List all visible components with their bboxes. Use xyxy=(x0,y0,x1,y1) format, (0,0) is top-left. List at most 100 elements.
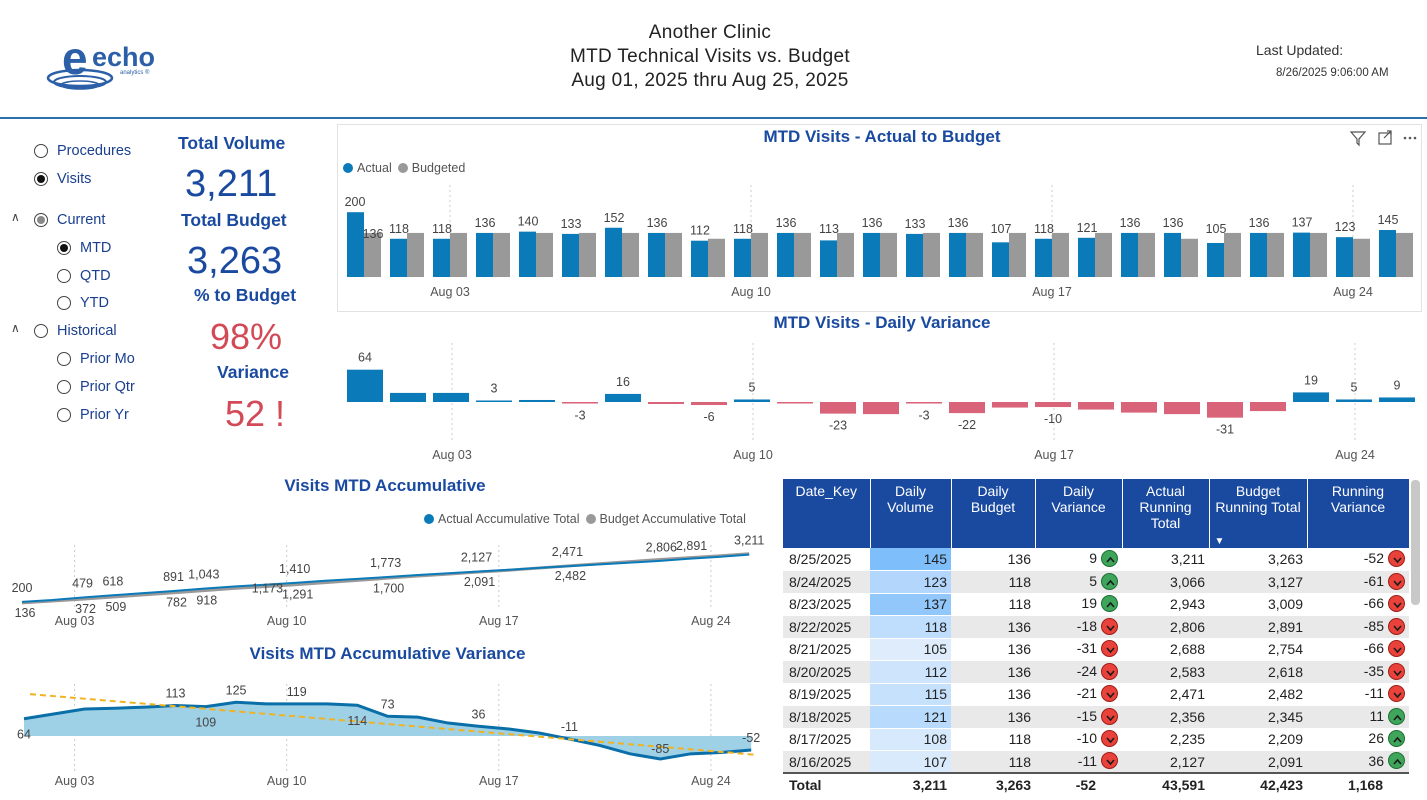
radio-current[interactable] xyxy=(34,213,48,227)
data-label-budget: 918 xyxy=(196,594,217,608)
radio-visits[interactable] xyxy=(34,172,48,186)
table-row[interactable]: 8/20/2025 112 136 -24 2,583 2,618 -35 xyxy=(783,660,1409,684)
arrow-down-circle-icon xyxy=(1101,752,1118,770)
table-row[interactable]: 8/21/2025 105 136 -31 2,688 2,754 -66 xyxy=(783,638,1409,661)
legend-dot-actual-accum xyxy=(424,514,434,524)
data-label: 64 xyxy=(17,728,31,742)
table-scrollbar[interactable] xyxy=(1411,480,1420,605)
data-label: 136 xyxy=(1120,216,1141,230)
bar-budget xyxy=(450,232,467,277)
actual-to-budget-chart: Aug 03 Aug 10 Aug 17 Aug 24 200 136 118 118 136 1… xyxy=(345,185,1413,299)
radio-procedures[interactable] xyxy=(34,144,48,158)
slicer-option-prior-yr[interactable]: Prior Yr xyxy=(57,407,129,423)
slicer-option-mtd[interactable]: MTD xyxy=(57,240,111,256)
slicer-group-current[interactable]: Current xyxy=(34,212,105,228)
radio-mtd[interactable] xyxy=(57,241,71,255)
col-header-daily-variance[interactable]: Daily Variance xyxy=(1035,479,1123,548)
cell-daily-volume: 112 xyxy=(870,660,951,684)
data-label: 136 xyxy=(363,227,384,241)
data-label: 200 xyxy=(345,195,366,209)
table-row[interactable]: 8/16/2025 107 118 -11 2,127 2,091 36 xyxy=(783,750,1409,774)
arrow-up-circle-icon xyxy=(1101,549,1118,567)
table-row[interactable]: 8/22/2025 118 136 -18 2,806 2,891 -85 xyxy=(783,615,1409,639)
data-label-budget: 2,091 xyxy=(464,575,495,589)
data-label: 112 xyxy=(690,224,710,238)
variance-label: Variance xyxy=(217,362,289,382)
data-label: 16 xyxy=(616,375,630,389)
cell-actual-running-total: 2,127 xyxy=(1122,750,1209,774)
radio-prior-qtr[interactable] xyxy=(57,380,71,394)
cell-date: 8/17/2025 xyxy=(783,728,870,751)
data-label: -10 xyxy=(1044,412,1062,426)
radio-prior-yr[interactable] xyxy=(57,408,71,422)
table-row[interactable]: 8/17/2025 108 118 -10 2,235 2,209 26 xyxy=(783,728,1409,751)
slicer-option-procedures[interactable]: Procedures xyxy=(34,143,131,159)
cell-daily-variance: 19 xyxy=(1035,593,1122,616)
data-label: 114 xyxy=(347,714,367,728)
daily-visits-table: Date_Key Daily Volume Daily Budget Daily… xyxy=(783,479,1410,797)
slicer-option-visits[interactable]: Visits xyxy=(34,171,91,187)
data-label: 105 xyxy=(1206,222,1227,236)
last-updated-value: 8/26/2025 9:06:00 AM xyxy=(1276,67,1389,79)
bar-positive xyxy=(476,400,512,402)
bar-budget xyxy=(1310,232,1327,277)
col-header-budget-running-total[interactable]: Budget Running Total ▼ xyxy=(1209,479,1308,548)
focus-mode-icon[interactable] xyxy=(1378,130,1392,145)
radio-ytd[interactable] xyxy=(57,296,71,310)
arrow-up-circle-icon xyxy=(1101,572,1118,590)
arrow-down-circle-icon xyxy=(1388,640,1405,658)
bar-positive xyxy=(433,392,469,402)
svg-text:echo: echo xyxy=(92,42,155,72)
data-label: -23 xyxy=(829,419,847,433)
slicer-option-qtd[interactable]: QTD xyxy=(57,268,111,284)
legend-accumulative: Actual Accumulative Total Budget Accumul… xyxy=(424,512,746,526)
cell-daily-volume: 105 xyxy=(870,638,951,661)
col-header-running-variance[interactable]: Running Variance xyxy=(1307,479,1410,548)
more-options-icon[interactable] xyxy=(1403,136,1417,140)
bar-negative xyxy=(1078,402,1114,410)
data-label-budget: 1,291 xyxy=(282,588,313,602)
bar-actual xyxy=(347,212,364,277)
cell-running-variance: -66 xyxy=(1307,638,1409,661)
table-row[interactable]: 8/18/2025 121 136 -15 2,356 2,345 11 xyxy=(783,705,1409,729)
cell-actual-running-total: 3,066 xyxy=(1122,570,1209,594)
slicer-option-prior-mo[interactable]: Prior Mo xyxy=(57,351,135,367)
cell-budget-running-total: 2,091 xyxy=(1209,750,1307,774)
bar-budget xyxy=(1095,232,1112,277)
data-label: -3 xyxy=(918,409,929,423)
col-header-daily-volume[interactable]: Daily Volume xyxy=(870,479,952,548)
chevron-up-icon[interactable]: ∧ xyxy=(11,210,20,224)
col-header-date-key[interactable]: Date_Key xyxy=(783,479,871,548)
arrow-down-circle-icon xyxy=(1388,617,1405,635)
table-row[interactable]: 8/24/2025 123 118 5 3,066 3,127 -61 xyxy=(783,570,1409,594)
slicer-option-prior-qtr[interactable]: Prior Qtr xyxy=(57,379,135,395)
bar-negative xyxy=(906,402,942,404)
cell-daily-volume: 145 xyxy=(870,548,951,571)
total-running-var: 1,168 xyxy=(1307,772,1409,797)
filter-icon[interactable] xyxy=(1349,131,1367,147)
bar-budget xyxy=(493,232,510,277)
col-header-actual-running-total[interactable]: Actual Running Total xyxy=(1122,479,1210,548)
x-tick-label: Aug 24 xyxy=(691,614,731,628)
chart-title-actual-budget: MTD Visits - Actual to Budget xyxy=(763,127,1001,146)
data-label-actual: 2,127 xyxy=(461,551,492,565)
radio-historical[interactable] xyxy=(34,324,48,338)
chevron-up-icon[interactable]: ∧ xyxy=(11,321,20,335)
table-row[interactable]: 8/25/2025 145 136 9 3,211 3,263 -52 xyxy=(783,548,1409,571)
cell-actual-running-total: 2,943 xyxy=(1122,593,1209,616)
bar-budget xyxy=(1052,232,1069,277)
bar-actual xyxy=(992,242,1009,277)
data-label-actual: 1,773 xyxy=(370,556,401,570)
slicer-option-ytd[interactable]: YTD xyxy=(57,295,109,311)
radio-prior-mo[interactable] xyxy=(57,352,71,366)
slicer-group-historical[interactable]: Historical xyxy=(34,323,117,339)
data-label: 136 xyxy=(776,216,797,230)
sort-desc-icon[interactable]: ▼ xyxy=(1214,536,1225,547)
total-volume-value: 3,211 xyxy=(185,163,278,205)
x-tick-label: Aug 03 xyxy=(432,448,472,462)
col-header-daily-budget[interactable]: Daily Budget xyxy=(951,479,1036,548)
table-row[interactable]: 8/23/2025 137 118 19 2,943 3,009 -66 xyxy=(783,593,1409,616)
radio-qtd[interactable] xyxy=(57,269,71,283)
table-row[interactable]: 8/19/2025 115 136 -21 2,471 2,482 -11 xyxy=(783,683,1409,706)
bar-positive xyxy=(1336,399,1372,402)
